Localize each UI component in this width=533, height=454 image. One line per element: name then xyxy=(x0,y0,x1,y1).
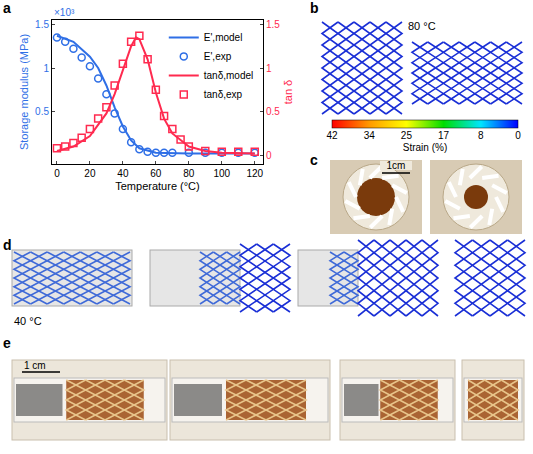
svg-text:8: 8 xyxy=(478,130,484,141)
svg-text:42: 42 xyxy=(326,130,338,141)
svg-text:100: 100 xyxy=(213,168,230,179)
svg-text:×10³: ×10³ xyxy=(54,7,75,18)
svg-text:Temperature (°C): Temperature (°C) xyxy=(115,180,199,192)
svg-text:e: e xyxy=(3,335,11,351)
svg-text:25: 25 xyxy=(401,130,413,141)
svg-text:20: 20 xyxy=(84,168,96,179)
svg-text:80 °C: 80 °C xyxy=(408,20,436,32)
svg-text:40: 40 xyxy=(117,168,129,179)
svg-text:0.5: 0.5 xyxy=(35,106,49,117)
svg-text:0: 0 xyxy=(515,130,521,141)
svg-text:120: 120 xyxy=(246,168,263,179)
svg-text:1: 1 xyxy=(266,63,272,74)
svg-text:1.5: 1.5 xyxy=(266,19,280,30)
svg-text:tan δ: tan δ xyxy=(282,80,294,104)
svg-text:0.5: 0.5 xyxy=(266,106,280,117)
svg-text:tanδ,model: tanδ,model xyxy=(204,70,253,81)
svg-text:E',model: E',model xyxy=(204,32,243,43)
svg-text:60: 60 xyxy=(150,168,162,179)
svg-text:40 °C: 40 °C xyxy=(14,315,42,327)
svg-text:b: b xyxy=(310,0,319,16)
svg-text:0: 0 xyxy=(266,150,272,161)
svg-text:Storage modulus (MPa): Storage modulus (MPa) xyxy=(18,34,30,150)
svg-text:80: 80 xyxy=(183,168,195,179)
svg-text:34: 34 xyxy=(364,130,376,141)
svg-text:E',exp: E',exp xyxy=(204,51,232,62)
svg-text:0: 0 xyxy=(54,168,60,179)
svg-text:tanδ,exp: tanδ,exp xyxy=(204,89,243,100)
svg-text:a: a xyxy=(3,0,11,16)
svg-text:1 cm: 1 cm xyxy=(24,360,46,371)
svg-text:c: c xyxy=(310,152,318,168)
svg-text:Strain (%): Strain (%) xyxy=(403,142,447,153)
svg-text:1: 1 xyxy=(43,63,49,74)
svg-text:1cm: 1cm xyxy=(387,160,406,171)
svg-text:17: 17 xyxy=(438,130,450,141)
svg-text:d: d xyxy=(3,237,12,253)
svg-text:1.5: 1.5 xyxy=(35,19,49,30)
